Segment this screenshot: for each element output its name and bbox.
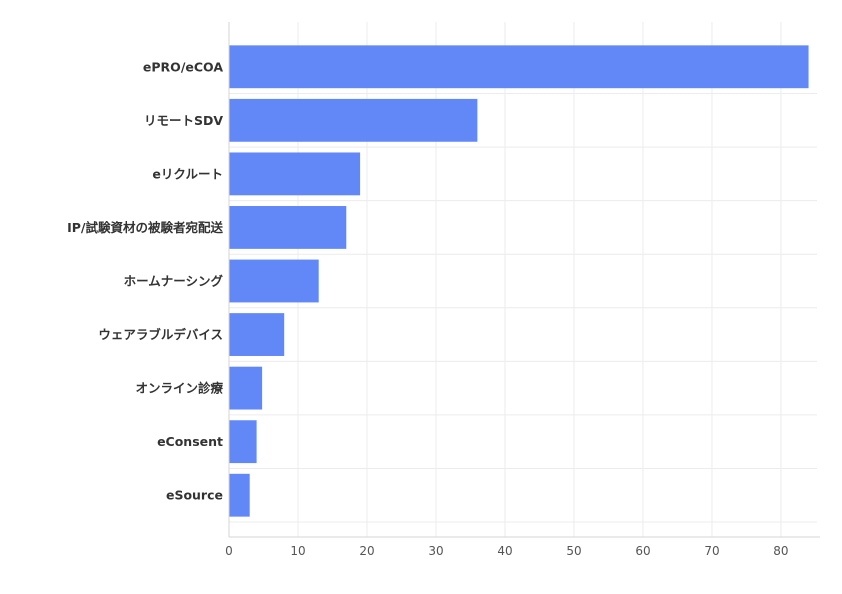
category-label: ウェアラブルデバイス	[98, 327, 223, 342]
bars	[229, 45, 809, 517]
gridlines	[229, 22, 817, 537]
x-tick-label: 80	[773, 544, 788, 558]
category-label: eリクルート	[152, 166, 223, 181]
x-tick-label: 0	[225, 544, 233, 558]
bar	[229, 259, 319, 303]
category-label: オンライン診療	[135, 381, 223, 396]
bar	[229, 206, 347, 249]
x-axis-ticks: 0 10 20 30 40 50 60 70 80	[225, 544, 788, 558]
category-label: ePRO/eCOA	[143, 59, 223, 74]
x-tick-label: 10	[290, 544, 305, 558]
bar	[229, 420, 257, 464]
x-tick-label: 50	[566, 544, 581, 558]
bar	[229, 313, 285, 356]
x-tick-label: 20	[359, 544, 374, 558]
category-labels: ePRO/eCOA リモートSDV eリクルート IP/試験資材の被験者宛配送ホームナ…	[67, 59, 223, 502]
bar	[229, 45, 809, 89]
category-label: eConsent	[157, 434, 223, 449]
x-tick-label: 30	[428, 544, 443, 558]
bar	[229, 366, 263, 410]
category-label: IP/試験資材の被験者宛配送	[67, 220, 223, 235]
bar	[229, 98, 478, 142]
bar	[229, 152, 361, 196]
category-label: eSource	[166, 488, 223, 503]
x-tick-label: 60	[635, 544, 650, 558]
category-label: ホームナーシング	[124, 274, 224, 289]
x-tick-label: 40	[497, 544, 512, 558]
x-tick-label: 70	[704, 544, 719, 558]
category-label: リモートSDV	[144, 113, 223, 128]
bar	[229, 473, 250, 517]
